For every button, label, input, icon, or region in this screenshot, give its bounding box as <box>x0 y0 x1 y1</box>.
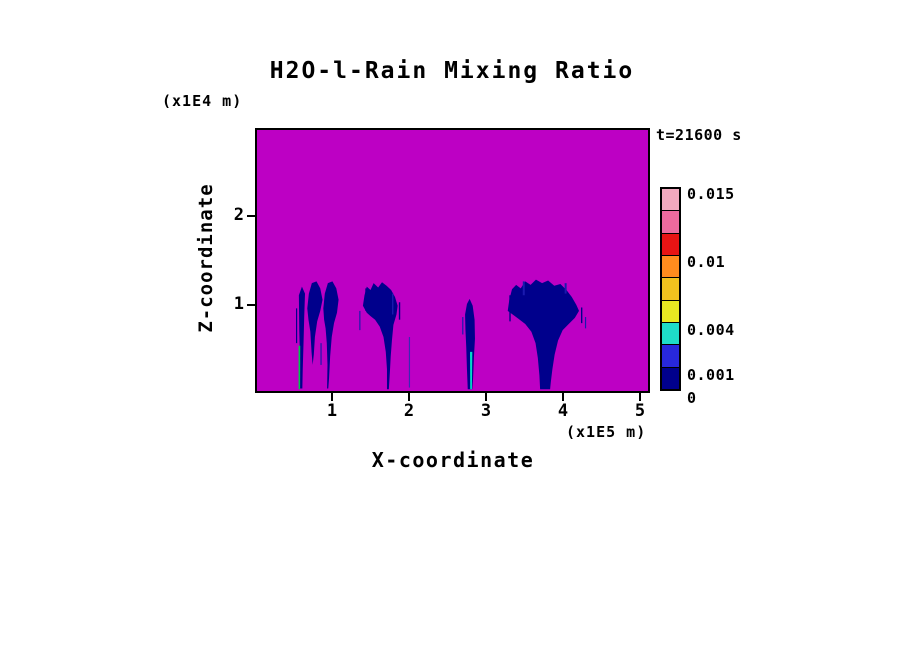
z-tick-label: 2 <box>233 205 244 226</box>
rain-plume-cyan-sliver <box>470 351 473 390</box>
timestamp-label: t=21600 s <box>656 126 742 144</box>
colorbar <box>660 187 681 391</box>
rain-field-svg <box>296 279 587 390</box>
rain-plume-plume-1-streak <box>298 286 306 389</box>
x-axis-units-label: (x1E5 m) <box>566 423 647 441</box>
colorbar-level-label: 0.015 <box>687 185 735 203</box>
rain-plume-green-sliver <box>298 345 301 390</box>
z-tick-label: 1 <box>233 293 244 314</box>
rain-plume-plume-2 <box>323 281 339 389</box>
x-axis-tick <box>638 393 641 401</box>
z-axis-tick <box>247 303 255 306</box>
colorbar-segment <box>662 255 679 279</box>
x-tick-label: 1 <box>326 401 338 421</box>
plot-area <box>255 128 650 393</box>
colorbar-segment <box>662 367 679 389</box>
rain-plume-plume-5 <box>507 279 580 390</box>
x-tick-label: 5 <box>634 401 646 421</box>
chart-title: H2O-l-Rain Mixing Ratio <box>269 58 635 84</box>
x-tick-label: 2 <box>403 401 415 421</box>
colorbar-segment <box>662 278 679 301</box>
z-axis-label: Z-coordinate <box>195 183 217 333</box>
x-axis-label: X-coordinate <box>371 448 535 472</box>
x-axis-tick <box>561 393 564 401</box>
rain-plume-plume-1-blob <box>307 281 323 365</box>
z-axis-tick <box>247 215 255 218</box>
rain-plume-plume-4 <box>465 298 475 390</box>
colorbar-segment <box>662 189 679 212</box>
x-axis-tick <box>484 393 487 401</box>
colorbar-level-label: 0.004 <box>687 321 735 339</box>
colorbar-level-label: 0.001 <box>687 366 735 385</box>
x-axis-tick <box>330 393 333 401</box>
colorbar-segment <box>662 345 679 368</box>
x-tick-label: 3 <box>480 401 492 421</box>
z-axis-units-label: (x1E4 m) <box>162 92 243 110</box>
colorbar-segment <box>662 300 679 323</box>
colorbar-segment <box>662 322 679 346</box>
colorbar-segment <box>662 211 679 234</box>
x-tick-label: 4 <box>557 401 569 421</box>
colorbar-level-label: 0.01 <box>687 252 726 271</box>
rain-plume-plume-3 <box>362 282 398 390</box>
colorbar-segment <box>662 233 679 256</box>
x-axis-tick <box>407 393 410 401</box>
colorbar-level-label: 0 <box>687 389 697 407</box>
